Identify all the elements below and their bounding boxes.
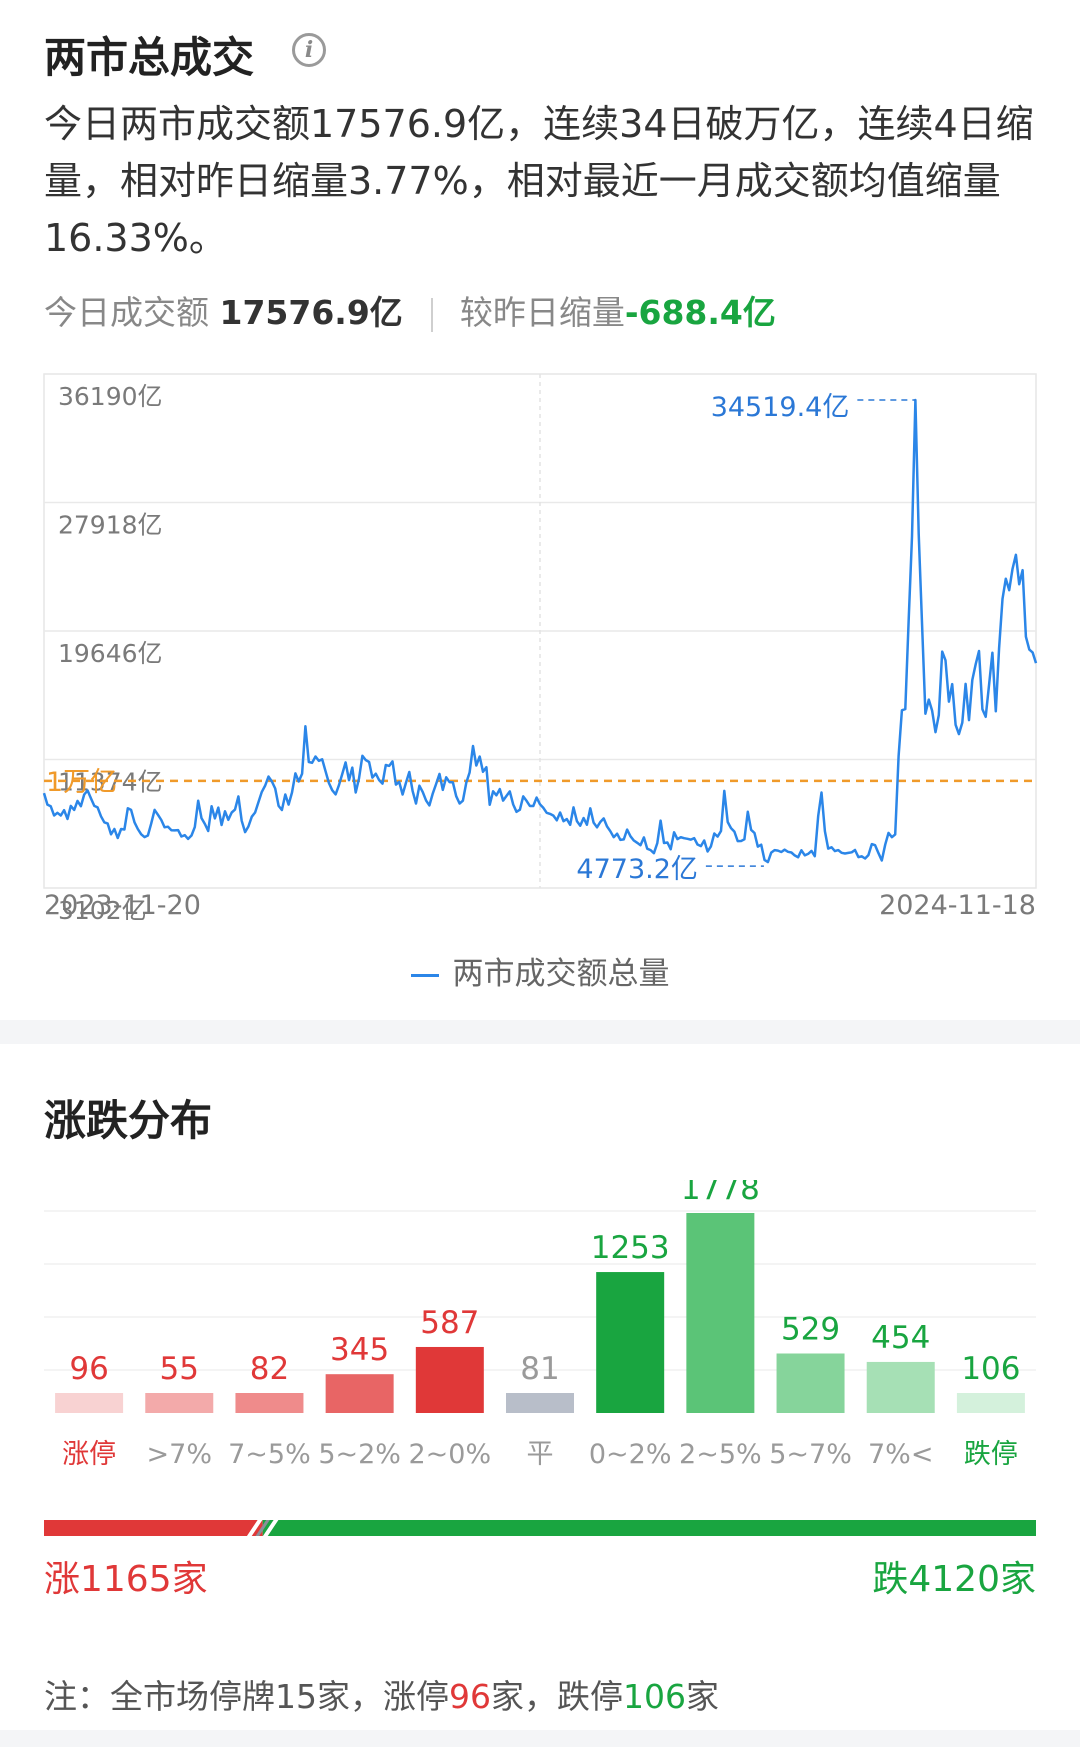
distribution-bars: 96 涨停 55 >7% 82 7~5% 345 5~2% 587 2~0% 81 平 1253 0~2%…: [55, 1180, 1025, 1470]
min-value-annotation: 4773.2亿: [576, 854, 697, 885]
bar-category-label: 涨停: [62, 1439, 116, 1470]
x-axis-end-label: 2024-11-18: [879, 890, 1036, 920]
bar-value-label: 587: [420, 1305, 479, 1341]
bar-value-label: 529: [781, 1311, 840, 1347]
bar-value-label: 55: [160, 1351, 199, 1387]
bar-value-label: 1253: [591, 1230, 670, 1266]
y-tick-label: 19646亿: [58, 639, 163, 668]
y-tick-label: 27918亿: [58, 511, 163, 540]
turnover-summary: 今日两市成交额17576.9亿，连续34日破万亿，连续4日缩量，相对昨日缩量3.…: [44, 102, 1034, 260]
bar-7: [596, 1272, 665, 1413]
bar-category-label: 2~0%: [408, 1439, 491, 1470]
footnote-limit-down: 106: [623, 1677, 686, 1716]
bar-2: [145, 1393, 214, 1413]
bar-category-label: >7%: [147, 1439, 212, 1470]
legend-line-swatch: [410, 974, 439, 977]
bar-9: [776, 1353, 845, 1413]
footnote-mid: 家，跌停: [491, 1677, 623, 1716]
turnover-stats: 今日成交额 17576.9亿 较昨日缩量-688.4亿: [44, 286, 776, 334]
ratio-divider-stripe: [247, 1520, 263, 1536]
ratio-divider-stripe: [263, 1520, 279, 1536]
up-down-ratio-bar: [44, 1520, 1036, 1536]
info-icon[interactable]: i: [292, 33, 326, 67]
footnote: 注：全市场停牌15家，涨停96家，跌停106家: [44, 1670, 719, 1718]
section-title-distribution: 涨跌分布: [44, 1096, 213, 1145]
bar-1: [55, 1393, 124, 1413]
up-down-distribution-chart[interactable]: 96 涨停 55 >7% 82 7~5% 345 5~2% 587 2~0% 81 平 1253 0~2%…: [0, 1180, 1080, 1510]
section-divider: [0, 1020, 1080, 1044]
up-count-label: 涨1165家: [44, 1559, 208, 1600]
x-axis-start-label: 2023-11-20: [44, 890, 201, 920]
bar-category-label: 5~2%: [318, 1439, 401, 1470]
turnover-change-value: -688.4亿: [624, 293, 776, 332]
bar-category-label: 跌停: [964, 1439, 1018, 1470]
bar-value-label: 96: [69, 1351, 108, 1387]
bar-category-label: 5~7%: [769, 1439, 852, 1470]
up-ratio-segment: [44, 1520, 263, 1536]
bar-category-label: 平: [527, 1439, 554, 1470]
bar-value-label: 345: [330, 1332, 389, 1368]
turnover-chart-legend[interactable]: 两市成交额总量: [0, 948, 1080, 993]
ratio-divider-stripe: [255, 1520, 270, 1536]
bar-value-label: 81: [520, 1351, 559, 1387]
down-ratio-segment: [262, 1520, 1036, 1536]
bar-3: [235, 1393, 304, 1413]
turnover-chart-grid: [43, 373, 1037, 889]
today-turnover-label: 今日成交额: [44, 293, 209, 332]
turnover-series-line: [42, 398, 1038, 864]
bar-value-label: 454: [871, 1320, 930, 1356]
bar-11: [956, 1393, 1025, 1413]
reference-line-label: 1万亿: [46, 767, 117, 798]
y-tick-label: 36190亿: [58, 382, 163, 411]
bar-category-label: 0~2%: [589, 1439, 672, 1470]
footnote-suffix: 家: [686, 1677, 719, 1716]
footnote-limit-up: 96: [449, 1677, 491, 1716]
section-title-turnover: 两市总成交: [44, 33, 255, 82]
bar-value-label: 1778: [681, 1180, 760, 1207]
bar-category-label: 7~5%: [228, 1439, 311, 1470]
max-value-annotation: 34519.4亿: [711, 392, 850, 423]
bar-6: [506, 1393, 574, 1413]
bar-10: [866, 1361, 935, 1413]
down-count-label: 跌4120家: [872, 1559, 1036, 1600]
bar-8: [686, 1213, 755, 1413]
stats-divider: [431, 297, 434, 332]
bar-category-label: 2~5%: [679, 1439, 762, 1470]
bar-4: [325, 1374, 394, 1413]
today-turnover-value: 17576.9亿: [219, 293, 403, 332]
y-tick-label: 3102亿: [58, 896, 147, 920]
bar-value-label: 82: [250, 1351, 289, 1387]
bottom-strip: [0, 1730, 1080, 1747]
legend-series-name: 两市成交额总量: [452, 956, 670, 992]
footnote-prefix: 注：全市场停牌15家，涨停: [44, 1677, 449, 1716]
turnover-change-label: 较昨日缩量: [459, 293, 625, 332]
bar-5: [415, 1346, 484, 1413]
bar-category-label: 7%<: [868, 1439, 933, 1470]
bar-value-label: 106: [961, 1351, 1020, 1387]
